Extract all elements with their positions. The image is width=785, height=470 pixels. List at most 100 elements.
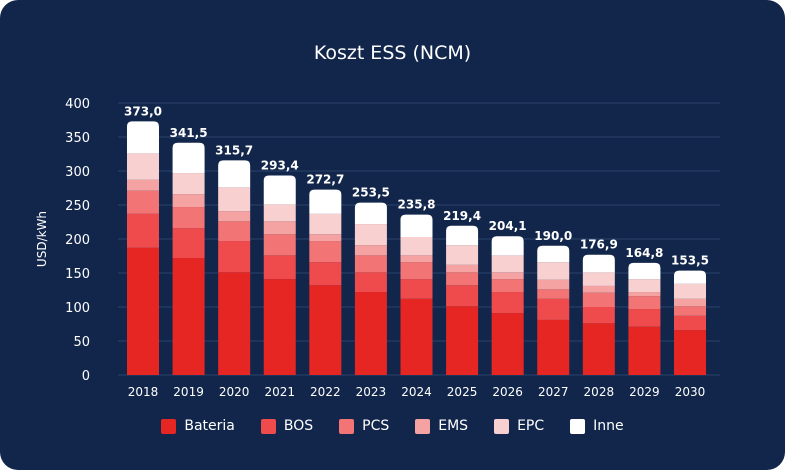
- data-label: 219,4: [443, 209, 481, 223]
- bar-segment-epc: [491, 255, 524, 273]
- legend-item: EPC: [494, 418, 544, 434]
- bar-segment-bos: [674, 315, 706, 331]
- bar-segment-inne: [582, 254, 615, 273]
- bar-segment-bateria: [172, 258, 205, 375]
- bar-segment-bos: [309, 262, 342, 286]
- x-tick-label: 2030: [675, 385, 706, 399]
- bar-segment-pcs: [309, 241, 342, 263]
- bar-segment-epc: [537, 262, 570, 280]
- legend-swatch: [494, 418, 510, 434]
- legend-item: Inne: [570, 418, 624, 434]
- bar-segment-pcs: [537, 289, 570, 299]
- data-label: 190,0: [534, 229, 572, 243]
- bar-segment-pcs: [354, 255, 387, 273]
- data-label: 373,0: [124, 104, 162, 118]
- bar-segment-ems: [354, 245, 387, 256]
- bar-segment-epc: [263, 204, 296, 222]
- bar-segment-bateria: [400, 298, 433, 375]
- data-label: 293,4: [261, 158, 299, 172]
- bar-segment-bateria: [674, 330, 706, 375]
- legend-label: EMS: [438, 418, 469, 434]
- bar-segment-ems: [628, 292, 661, 297]
- legend-label: Inne: [593, 418, 624, 434]
- x-tick-label: 2020: [219, 385, 250, 399]
- bar-segment-inne: [491, 236, 524, 256]
- legend: Bateria BOS PCS EMS EPC Inne: [0, 418, 785, 434]
- x-tick-label: 2023: [356, 385, 387, 399]
- data-label: 204,1: [489, 219, 527, 233]
- bar-segment-inne: [218, 160, 251, 188]
- bar-segment-epc: [127, 153, 159, 180]
- bar-segment-ems: [674, 298, 706, 307]
- data-label: 235,8: [398, 198, 436, 212]
- bar-segment-pcs: [218, 221, 251, 242]
- legend-swatch: [260, 418, 276, 434]
- bar-segment-epc: [446, 245, 479, 265]
- bar-segment-ems: [172, 194, 205, 208]
- bar-segment-epc: [172, 173, 205, 195]
- bar-segment-inne: [354, 202, 387, 225]
- x-tick-label: 2026: [492, 385, 523, 399]
- y-tick-label: 150: [65, 267, 90, 282]
- bar-segment-bateria: [309, 285, 342, 375]
- bar-segment-pcs: [491, 279, 524, 293]
- bar-segment-pcs: [446, 272, 479, 286]
- bar-segment-pcs: [628, 296, 661, 310]
- bar-segment-bateria: [628, 326, 661, 375]
- bar-segment-inne: [446, 225, 479, 246]
- legend-item: PCS: [339, 418, 389, 434]
- bar-segment-bos: [491, 292, 524, 314]
- legend-label: PCS: [362, 418, 390, 434]
- bar-segment-bos: [400, 279, 433, 299]
- legend-swatch: [570, 418, 586, 434]
- bar-segment-ems: [263, 221, 296, 235]
- bar-segment-bos: [537, 298, 570, 320]
- x-tick-label: 2022: [310, 385, 341, 399]
- x-tick-label: 2028: [584, 385, 615, 399]
- data-label: 341,5: [170, 126, 208, 140]
- bar-segment-ems: [127, 179, 159, 191]
- y-tick-label: 100: [65, 301, 90, 316]
- bar-segment-ems: [309, 234, 342, 242]
- x-tick-label: 2024: [401, 385, 432, 399]
- bar-segment-pcs: [127, 190, 159, 214]
- legend-item: BOS: [260, 418, 314, 434]
- y-tick-label: 50: [73, 335, 90, 350]
- x-tick-label: 2025: [447, 385, 478, 399]
- bar-segment-inne: [309, 189, 342, 214]
- data-label: 164,8: [625, 246, 663, 260]
- y-tick-label: 350: [65, 131, 90, 146]
- x-tick-label: 2021: [264, 385, 295, 399]
- x-tick-label: 2018: [128, 385, 159, 399]
- data-label: 153,5: [671, 254, 709, 268]
- x-tick-label: 2027: [538, 385, 569, 399]
- data-label: 315,7: [215, 143, 253, 157]
- bar-segment-epc: [674, 283, 706, 299]
- bar-segment-epc: [309, 213, 342, 235]
- bar-segment-ems: [446, 264, 479, 273]
- bar-segment-bos: [172, 228, 205, 259]
- bar-segment-epc: [400, 236, 433, 256]
- bar-segment-ems: [582, 285, 615, 293]
- bar-segment-bateria: [218, 272, 251, 375]
- bar-segment-ems: [537, 279, 570, 290]
- bar-segment-pcs: [172, 207, 205, 229]
- bar-segment-bateria: [537, 319, 570, 375]
- bar-segment-epc: [218, 187, 251, 212]
- legend-label: BOS: [283, 418, 314, 434]
- bar-segment-bateria: [582, 323, 615, 375]
- chart-title: Koszt ESS (NCM): [313, 42, 472, 64]
- bar-segment-ems: [400, 255, 433, 263]
- data-label: 272,7: [306, 173, 344, 187]
- bar-segment-bateria: [491, 313, 524, 375]
- bar-segment-bos: [127, 213, 159, 248]
- bar-segment-inne: [400, 214, 433, 237]
- y-tick-label: 200: [65, 233, 90, 248]
- bar-segment-epc: [582, 272, 615, 286]
- bar-segment-inne: [674, 270, 706, 284]
- y-tick-label: 400: [65, 97, 90, 112]
- bar-segment-bos: [628, 309, 661, 327]
- bar-segment-epc: [354, 224, 387, 246]
